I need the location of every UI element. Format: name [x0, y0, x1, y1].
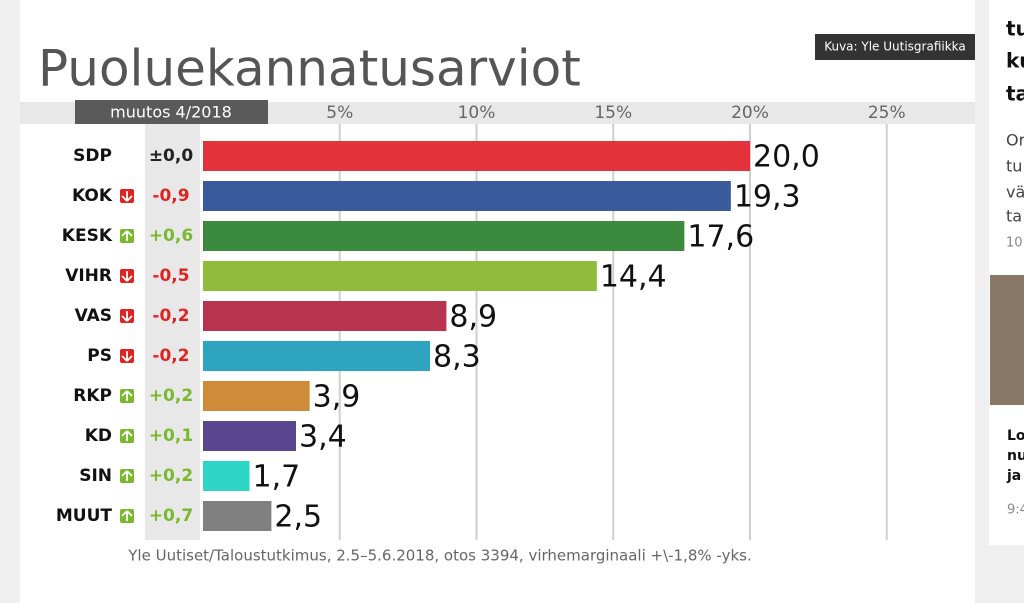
credit: Kuva: Yle Uutisgrafiikka	[824, 40, 966, 54]
value-label: 17,6	[687, 220, 754, 255]
x-tick-label: 5%	[326, 103, 353, 123]
headline-fragment: ta	[1006, 82, 1024, 106]
category-label: KOK	[72, 186, 113, 206]
teaser-fragment: tu	[1006, 157, 1022, 176]
value-label: 2,5	[274, 500, 322, 535]
category-label: VAS	[75, 306, 112, 326]
value-label: 3,9	[313, 380, 361, 415]
change-label: -0,2	[152, 306, 189, 326]
headline-fragment: tu	[1006, 17, 1024, 41]
bar	[203, 141, 750, 171]
change-arrow	[121, 390, 133, 401]
headline-fragment: Lo	[1007, 428, 1024, 444]
headline-fragment: ku	[1006, 49, 1024, 73]
chart-title: Puoluekannatusarviot	[38, 40, 581, 98]
bar	[203, 501, 272, 531]
bar	[203, 341, 431, 371]
change-header: muutos 4/2018	[110, 103, 232, 122]
change-label: -0,9	[152, 186, 189, 206]
credit-badge	[815, 34, 975, 60]
change-arrow	[121, 470, 133, 481]
change-arrow	[121, 191, 133, 202]
change-label: +0,6	[149, 226, 193, 246]
value-label: 20,0	[753, 140, 820, 175]
teaser-fragment: ta	[1006, 207, 1022, 226]
category-label: KD	[85, 426, 112, 446]
thumbnail	[990, 275, 1024, 405]
timestamp: 9:4	[1007, 503, 1024, 518]
bar	[203, 421, 296, 451]
category-label: VIHR	[65, 266, 112, 286]
change-arrow	[121, 351, 133, 362]
left-margin	[0, 0, 20, 603]
value-label: 8,3	[433, 340, 481, 375]
headline-fragment: nu	[1007, 448, 1024, 464]
bar	[203, 181, 731, 211]
sidebar: tu ku ta Or tu vä ta 10 Lo nu ja 9:4	[1006, 17, 1024, 518]
change-label: +0,2	[149, 466, 193, 486]
bar	[203, 221, 685, 251]
category-label: KESK	[62, 226, 113, 246]
source: Yle Uutiset/Taloustutkimus, 2.5–5.6.2018…	[127, 547, 751, 565]
teaser-fragment: Or	[1006, 131, 1024, 150]
category-label: SIN	[79, 466, 112, 486]
x-tick-label: 20%	[731, 103, 769, 123]
category-label: MUUT	[56, 506, 113, 526]
category-label: SDP	[73, 146, 112, 166]
change-column	[145, 124, 200, 540]
change-label: ±0,0	[149, 146, 194, 166]
change-label: -0,5	[152, 266, 189, 286]
timestamp: 10	[1006, 236, 1023, 251]
change-arrow	[121, 510, 133, 521]
teaser-fragment: vä	[1006, 183, 1024, 202]
x-tick-label: 15%	[594, 103, 632, 123]
change-label: +0,7	[149, 506, 193, 526]
x-tick-label: 10%	[458, 103, 496, 123]
bar	[203, 301, 447, 331]
category-label: PS	[87, 346, 112, 366]
value-label: 19,3	[734, 180, 801, 215]
change-arrow	[121, 271, 133, 282]
plot: 5% 10% 15% 20% 25% SDP ±0,0 20,0 KOK -0,9 19,3 KESK…	[56, 103, 906, 540]
bar	[203, 261, 597, 291]
value-label: 8,9	[449, 300, 497, 335]
change-label: +0,1	[149, 426, 193, 446]
headline-fragment: ja	[1006, 468, 1021, 484]
change-arrow	[121, 230, 133, 241]
bar	[203, 461, 250, 491]
category-label: RKP	[73, 386, 112, 406]
gutter	[975, 0, 989, 603]
value-label: 14,4	[600, 260, 667, 295]
change-label: -0,2	[152, 346, 189, 366]
change-header-tab	[75, 100, 268, 124]
value-label: 3,4	[299, 420, 347, 455]
x-tick-label: 25%	[868, 103, 906, 123]
gutter-bottom	[989, 545, 1024, 603]
value-label: 1,7	[252, 460, 300, 495]
change-arrow	[121, 311, 133, 322]
change-label: +0,2	[149, 386, 193, 406]
change-arrow	[121, 430, 133, 441]
bar	[203, 381, 310, 411]
